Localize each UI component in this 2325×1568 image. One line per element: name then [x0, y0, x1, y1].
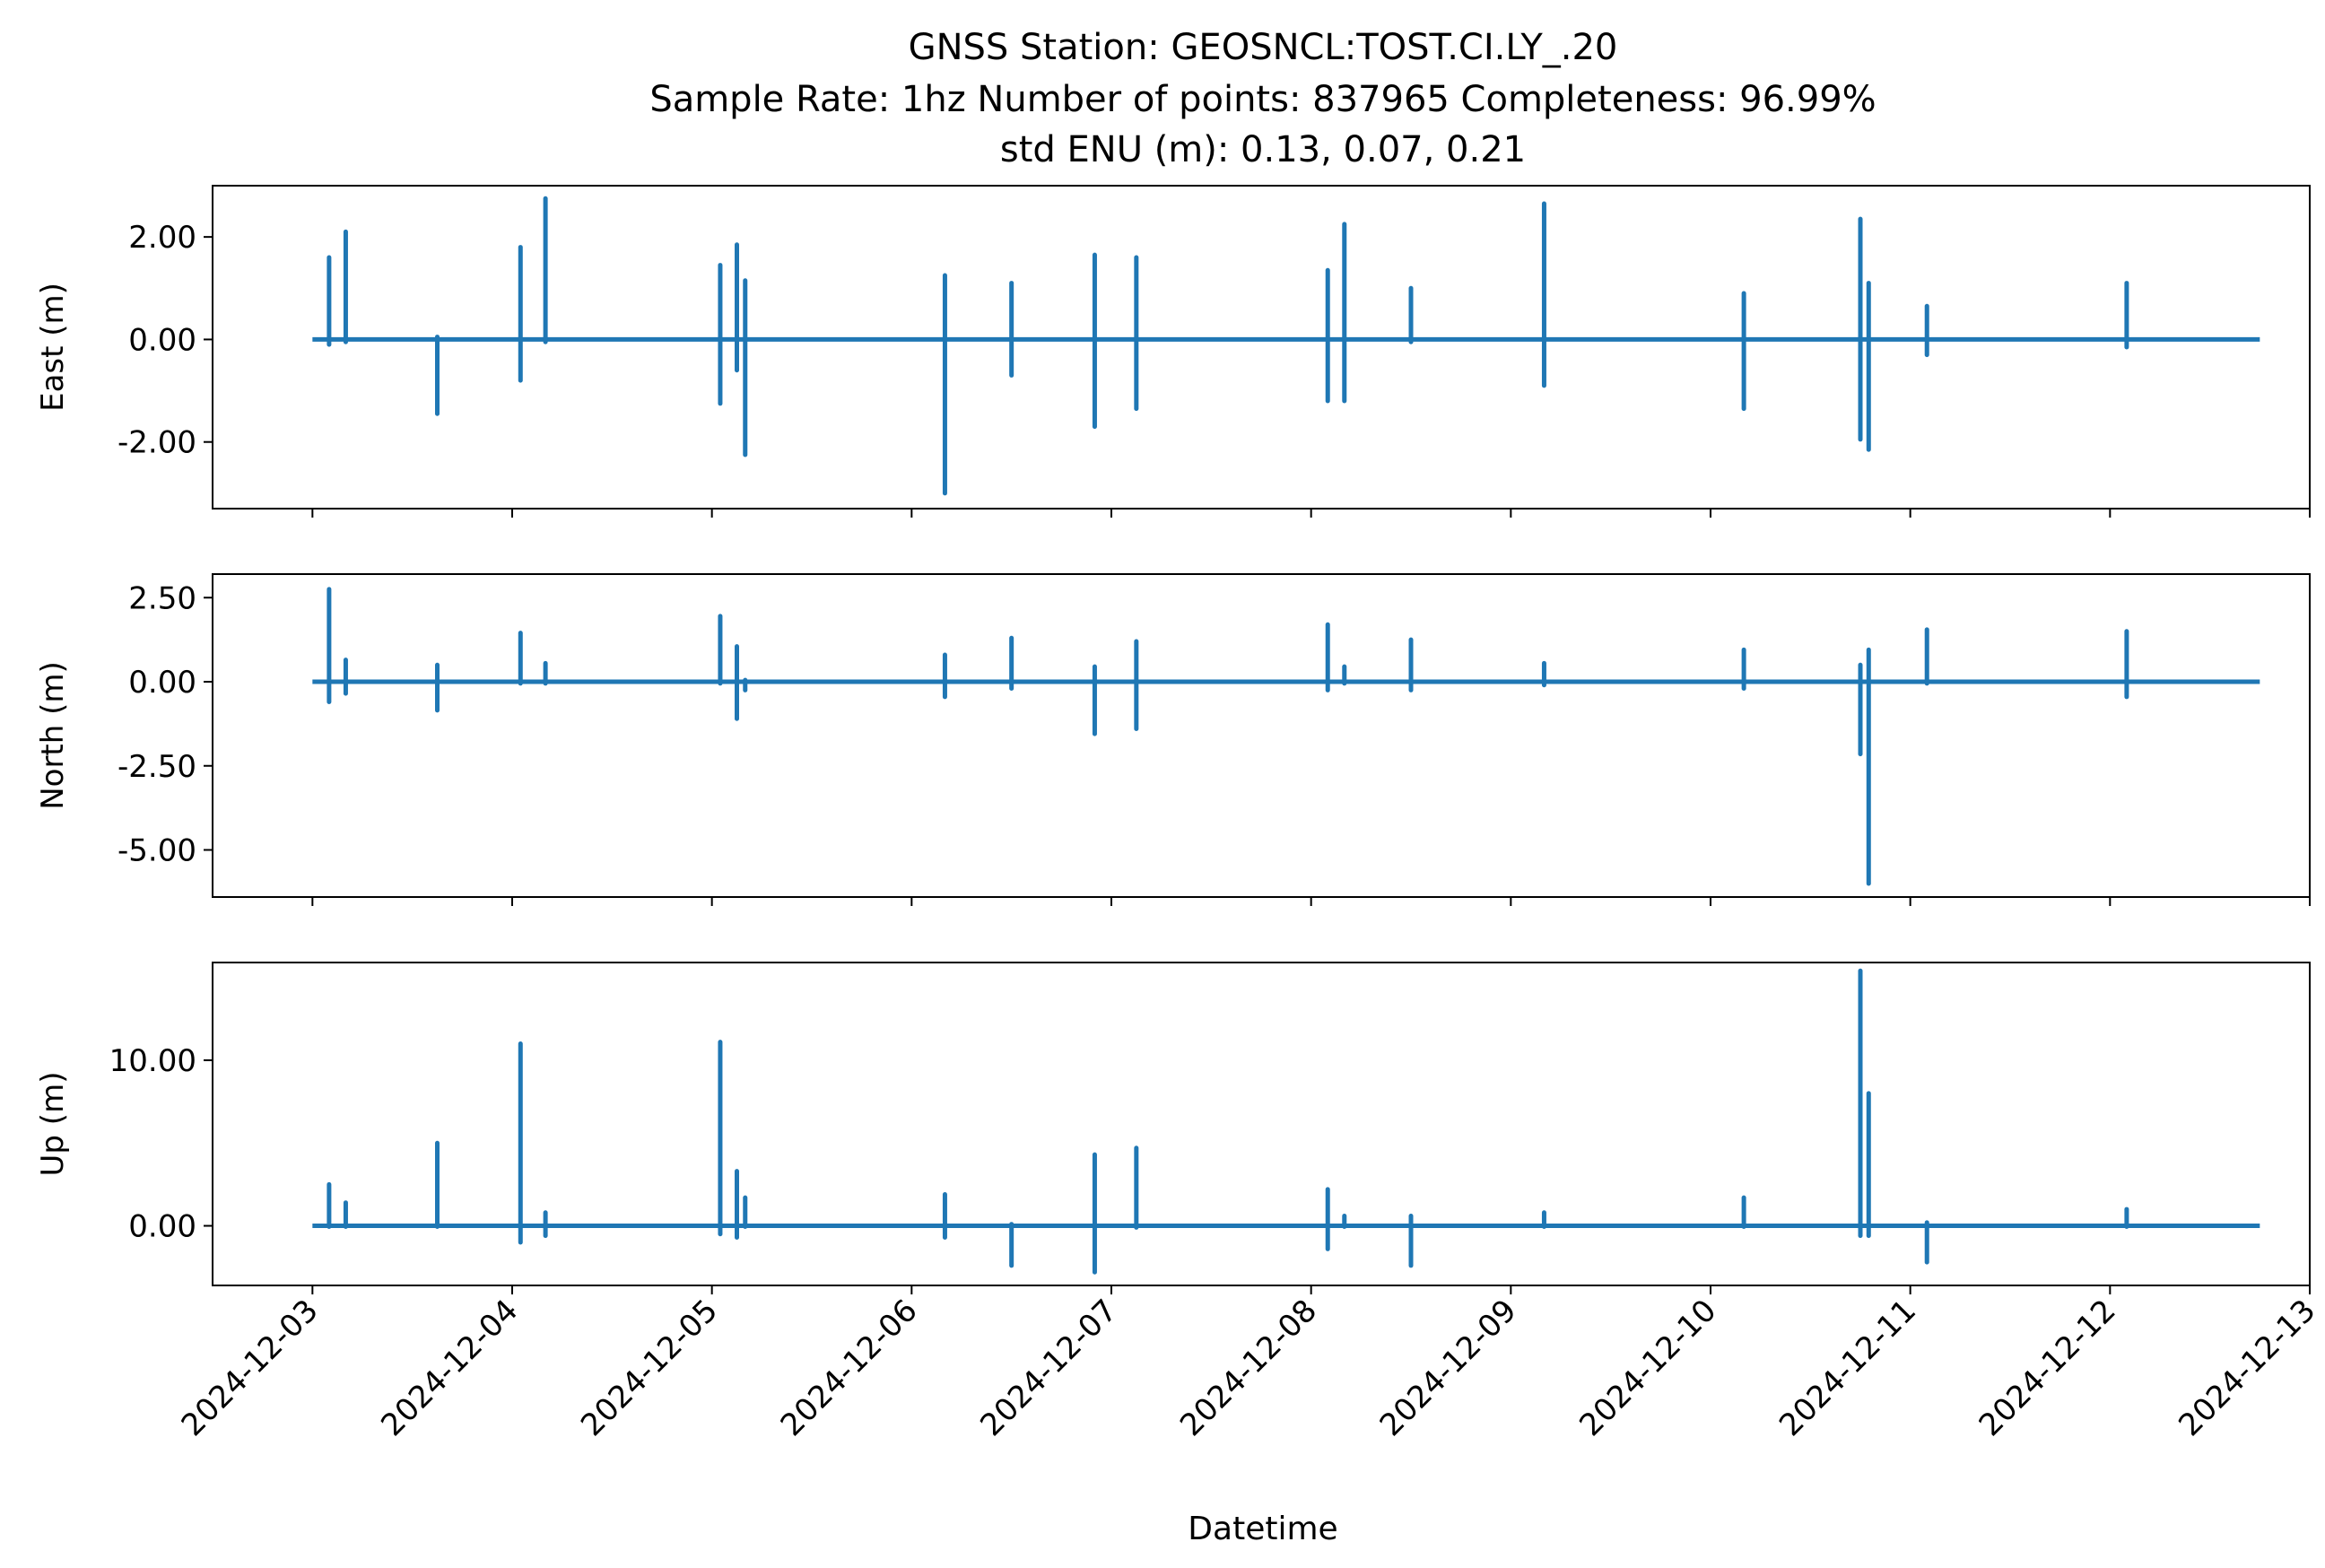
axes-frame-up: [212, 962, 2311, 1286]
figure-title-line3: std ENU (m): 0.13, 0.07, 0.21: [1000, 129, 1526, 170]
ytick-label-east-2: -2.00: [118, 425, 196, 461]
y-axis-label-north: North (m): [35, 661, 71, 810]
ytick-label-east-0: 2.00: [128, 220, 196, 256]
x-axis-label: Datetime: [1188, 1511, 1337, 1547]
axes-frame-east: [212, 185, 2311, 510]
ytick-label-up-1: 0.00: [128, 1209, 196, 1245]
subplot-east: 2.00 0.00 -2.00 East (m): [35, 185, 2311, 518]
ytick-label-north-0: 2.50: [128, 580, 196, 616]
ytick-label-north-1: 0.00: [128, 665, 196, 701]
figure-title-line1: GNSS Station: GEOSNCL:TOST.CI.LY_.20: [909, 27, 1618, 68]
figure-title-line2: Sample Rate: 1hz Number of points: 83796…: [649, 79, 1876, 120]
ytick-label-east-1: 0.00: [128, 322, 196, 358]
y-axis-label-east: East (m): [35, 283, 71, 412]
subplot-north: 2.50 0.00 -2.50 -5.00 North (m): [35, 573, 2311, 906]
ytick-label-north-2: -2.50: [118, 749, 196, 785]
y-axis-label-up: Up (m): [35, 1072, 71, 1177]
axes-frame-north: [212, 573, 2311, 898]
ytick-label-up-0: 10.00: [109, 1043, 196, 1079]
ytick-label-north-3: -5.00: [118, 833, 196, 869]
